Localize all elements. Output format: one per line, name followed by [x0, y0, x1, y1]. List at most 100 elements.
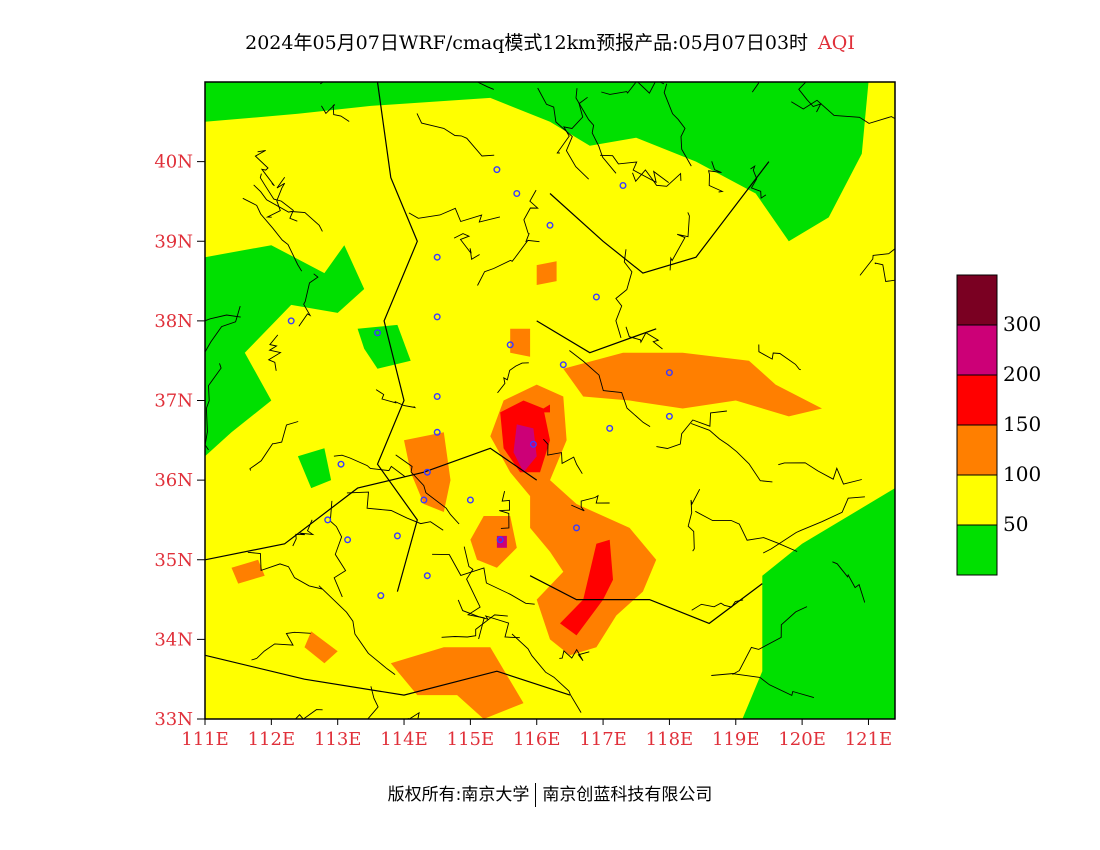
station-marker	[619, 181, 627, 189]
county-boundary	[732, 606, 808, 675]
county-boundary	[375, 389, 417, 409]
county-boundary	[205, 314, 241, 322]
aqi-orange-region	[536, 261, 557, 285]
station-marker	[573, 524, 581, 532]
admin-boundaries	[205, 82, 895, 719]
aqi-green-region	[742, 488, 895, 719]
province-boundary	[376, 82, 418, 592]
plot-area	[205, 82, 895, 719]
county-boundary	[441, 614, 508, 638]
title-variable: AQI	[818, 32, 855, 54]
county-boundary	[798, 82, 822, 113]
county-boundary	[859, 248, 895, 276]
county-boundary	[691, 599, 744, 611]
station-marker	[420, 496, 428, 504]
station-marker	[433, 428, 441, 436]
lon-tick-label: 121E	[845, 729, 893, 750]
aqi-red-region	[560, 539, 613, 636]
station-marker	[606, 424, 614, 432]
county-boundary	[408, 207, 501, 223]
station-marker	[665, 412, 673, 420]
county-boundary	[253, 184, 323, 232]
axis-ticks: 33N 34N 35N 36N 37N 38N 39N 40N 111E 112E 113E 114E…	[154, 152, 892, 750]
county-boundary	[499, 490, 510, 529]
county-boundary	[259, 173, 298, 222]
county-boundary	[254, 149, 275, 187]
station-marker	[466, 496, 474, 504]
county-boundary	[251, 631, 311, 661]
county-boundary	[762, 496, 865, 554]
station-marker	[513, 189, 521, 197]
county-boundary	[367, 686, 379, 719]
station-marker	[423, 468, 431, 476]
lon-tick-label: 117E	[579, 729, 627, 750]
county-boundary	[321, 104, 350, 122]
county-boundary	[690, 423, 773, 483]
county-boundary	[656, 410, 727, 449]
county-boundary	[329, 500, 347, 598]
county-boundary	[874, 262, 895, 283]
station-marker	[344, 536, 352, 544]
lon-tick-label: 116E	[513, 729, 561, 750]
copyright-footer: 版权所有:南京大学 南京创蓝科技有限公司	[0, 780, 1100, 807]
county-boundary	[416, 113, 495, 157]
station-marker	[546, 221, 554, 229]
county-boundary	[298, 273, 319, 327]
station-marker	[374, 329, 382, 337]
county-boundary	[265, 176, 286, 218]
legend-swatch	[956, 524, 998, 576]
station-marker	[377, 592, 385, 600]
county-boundary	[615, 249, 633, 339]
county-boundary	[205, 305, 241, 353]
county-boundary	[575, 88, 617, 174]
county-boundary	[242, 197, 303, 272]
station-marker	[287, 317, 295, 325]
station-marker	[665, 369, 673, 377]
title-main: 2024年05月07日WRF/cmaq模式12km预报产品:05月07日03时	[245, 32, 809, 54]
aqi-green-region	[205, 245, 365, 457]
province-boundary	[536, 320, 657, 354]
county-boundary	[292, 519, 315, 547]
county-boundary	[333, 454, 406, 477]
lat-tick-label: 39N	[154, 231, 193, 252]
county-boundary	[600, 154, 669, 184]
county-boundary	[432, 553, 535, 605]
county-boundary	[778, 462, 862, 485]
county-boundary	[457, 599, 520, 639]
aqi-magenta-region	[513, 424, 537, 473]
county-boundary	[758, 344, 801, 371]
lon-tick-label: 112E	[248, 729, 296, 750]
county-boundary	[294, 709, 323, 719]
color-legend: 50 100 150 200 300	[956, 274, 1041, 576]
county-boundary	[346, 491, 444, 531]
station-marker	[393, 532, 401, 540]
aqi-orange-region	[404, 432, 451, 512]
aqi-orange-region	[304, 631, 338, 664]
province-boundary	[205, 654, 571, 696]
county-boundary	[832, 561, 866, 603]
lon-tick-label: 113E	[314, 729, 362, 750]
aqi-orange-region	[470, 516, 517, 568]
lat-tick-label: 40N	[154, 152, 193, 173]
aqi-orange-region	[563, 352, 822, 417]
county-boundary	[571, 494, 610, 512]
station-marker	[559, 361, 567, 369]
legend-swatch	[956, 424, 998, 476]
lat-tick-label: 35N	[154, 550, 193, 571]
province-boundary	[205, 447, 538, 561]
county-boundary	[543, 438, 583, 474]
footer-separator	[535, 783, 537, 807]
county-boundary	[497, 362, 529, 394]
province-boundary	[549, 161, 770, 274]
county-boundary	[687, 488, 701, 552]
lon-tick-label: 119E	[712, 729, 760, 750]
map-title: 2024年05月07日WRF/cmaq模式12km预报产品:05月07日03时 A…	[0, 28, 1100, 55]
county-boundary	[750, 164, 767, 199]
aqi-orange-region	[390, 647, 524, 719]
lat-tick-label: 36N	[154, 470, 193, 491]
monitoring-stations	[287, 166, 673, 600]
county-boundary	[247, 551, 323, 590]
lat-tick-label: 38N	[154, 311, 193, 332]
lat-tick-label: 37N	[154, 391, 193, 412]
county-boundary	[669, 212, 690, 271]
